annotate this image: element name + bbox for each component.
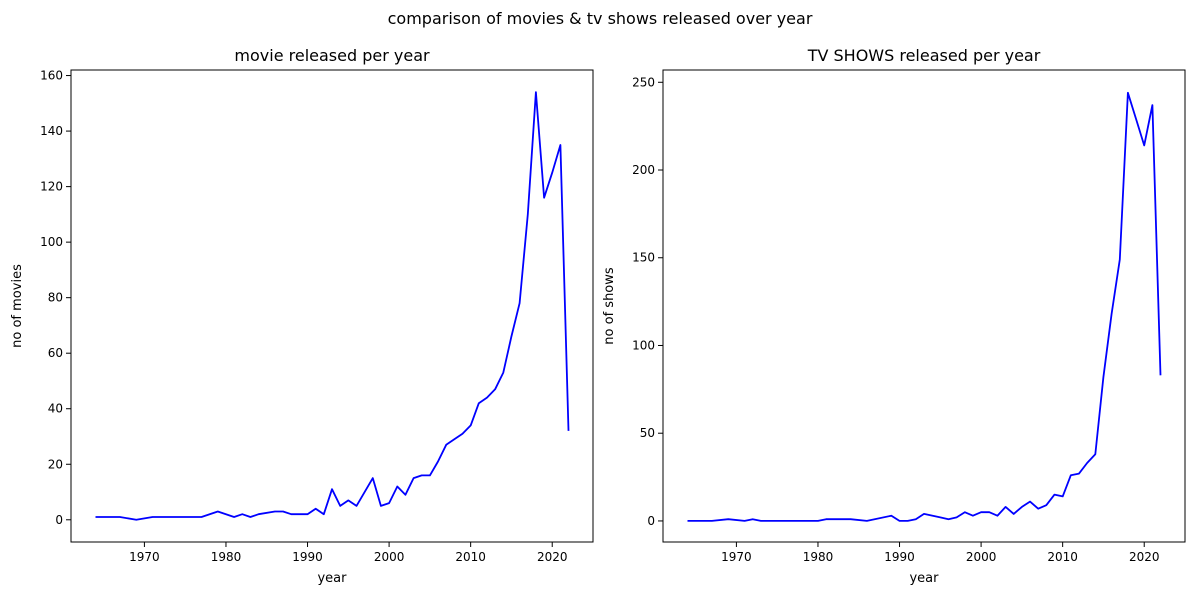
- y-tick-label: 20: [48, 457, 63, 471]
- panel-movies: movie released per year 1970 1980 1990 2000 2…: [10, 46, 594, 586]
- y-tick-label: 50: [640, 426, 655, 440]
- x-tick-label: 2010: [455, 550, 486, 564]
- x-tick-label: 1980: [211, 550, 242, 564]
- x-tick-label: 1990: [292, 550, 323, 564]
- x-axis-label: year: [317, 571, 347, 586]
- y-tick-label: 120: [40, 180, 63, 194]
- chart-title: movie released per year: [234, 46, 430, 65]
- panel-tv-shows: TV SHOWS released per year 1970 1980 1990 20…: [602, 46, 1186, 586]
- plot-frame: [662, 69, 1186, 543]
- y-tick-label: 250: [632, 75, 655, 89]
- y-tick-label: 200: [632, 163, 655, 177]
- y-axis-label: no of shows: [602, 267, 617, 345]
- x-tick-label: 2010: [1047, 550, 1078, 564]
- y-tick-label: 160: [40, 69, 63, 83]
- x-tick-label: 2020: [1129, 550, 1160, 564]
- series-line: [95, 91, 570, 521]
- y-axis-label: no of movies: [10, 264, 25, 348]
- y-tick-label: 150: [632, 251, 655, 265]
- y-tick-label: 100: [40, 235, 63, 249]
- chart-title: TV SHOWS released per year: [807, 46, 1041, 65]
- x-tick-label: 1970: [129, 550, 160, 564]
- figure-suptitle: comparison of movies & tv shows released…: [387, 9, 813, 28]
- x-tick-label: 2020: [537, 550, 568, 564]
- y-tick-label: 100: [632, 338, 655, 352]
- y-tick-label: 140: [40, 124, 63, 138]
- x-tick-label: 2000: [966, 550, 997, 564]
- series-line: [687, 91, 1162, 522]
- plot-frame: [70, 69, 594, 543]
- x-tick-label: 1970: [721, 550, 752, 564]
- x-tick-label: 2000: [374, 550, 405, 564]
- x-axis-label: year: [909, 571, 939, 586]
- y-tick-label: 0: [647, 514, 655, 528]
- x-tick-label: 1980: [803, 550, 834, 564]
- x-tick-label: 1990: [884, 550, 915, 564]
- y-tick-label: 40: [48, 402, 63, 416]
- y-tick-label: 0: [55, 513, 63, 527]
- y-tick-label: 80: [48, 291, 63, 305]
- y-tick-label: 60: [48, 346, 63, 360]
